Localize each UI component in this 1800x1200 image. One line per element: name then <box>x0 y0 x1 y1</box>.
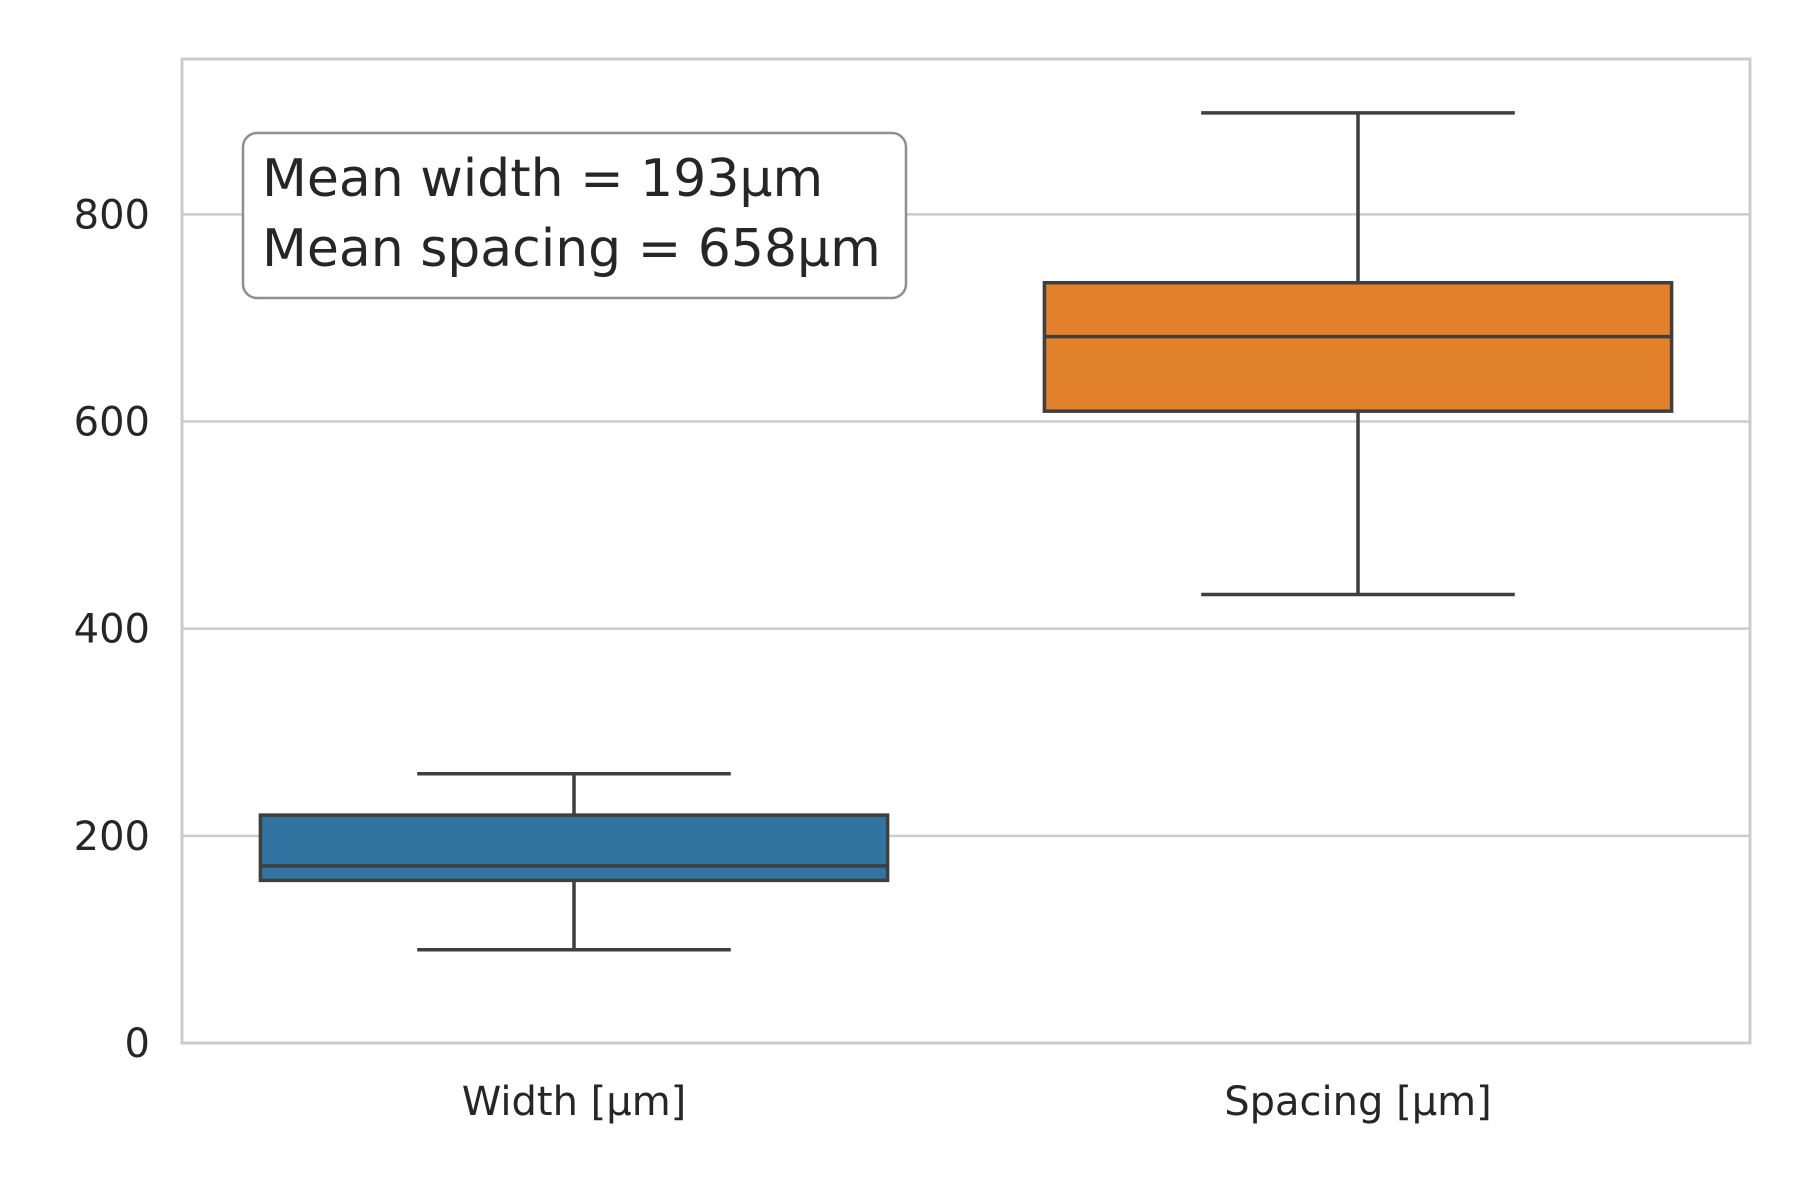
box-spacing <box>1042 111 1674 597</box>
y-tick-label: 800 <box>74 192 150 238</box>
x-axis-ticks: Width [μm] Spacing [μm] <box>462 1079 1492 1125</box>
annotation-line-mean-spacing: Mean spacing = 658μm <box>262 219 881 279</box>
y-tick-label: 600 <box>74 400 150 446</box>
annotation-frame <box>241 131 908 300</box>
x-tick-label: Width [μm] <box>462 1079 687 1125</box>
plot-area-frame <box>180 57 1752 1045</box>
iqr-box <box>258 813 890 883</box>
boxes <box>258 111 1674 952</box>
y-tick-label: 200 <box>74 814 150 860</box>
annotation-line-mean-width: Mean width = 193μm <box>262 149 823 209</box>
annotation-box: Mean width = 193μm Mean spacing = 658μm <box>241 131 908 300</box>
y-axis-ticks: 0 200 400 600 800 <box>74 192 150 1067</box>
iqr-box <box>1042 280 1674 413</box>
y-tick-label: 0 <box>125 1021 150 1067</box>
y-tick-label: 400 <box>74 607 150 653</box>
box-width <box>258 771 890 952</box>
x-tick-label: Spacing [μm] <box>1224 1079 1491 1125</box>
